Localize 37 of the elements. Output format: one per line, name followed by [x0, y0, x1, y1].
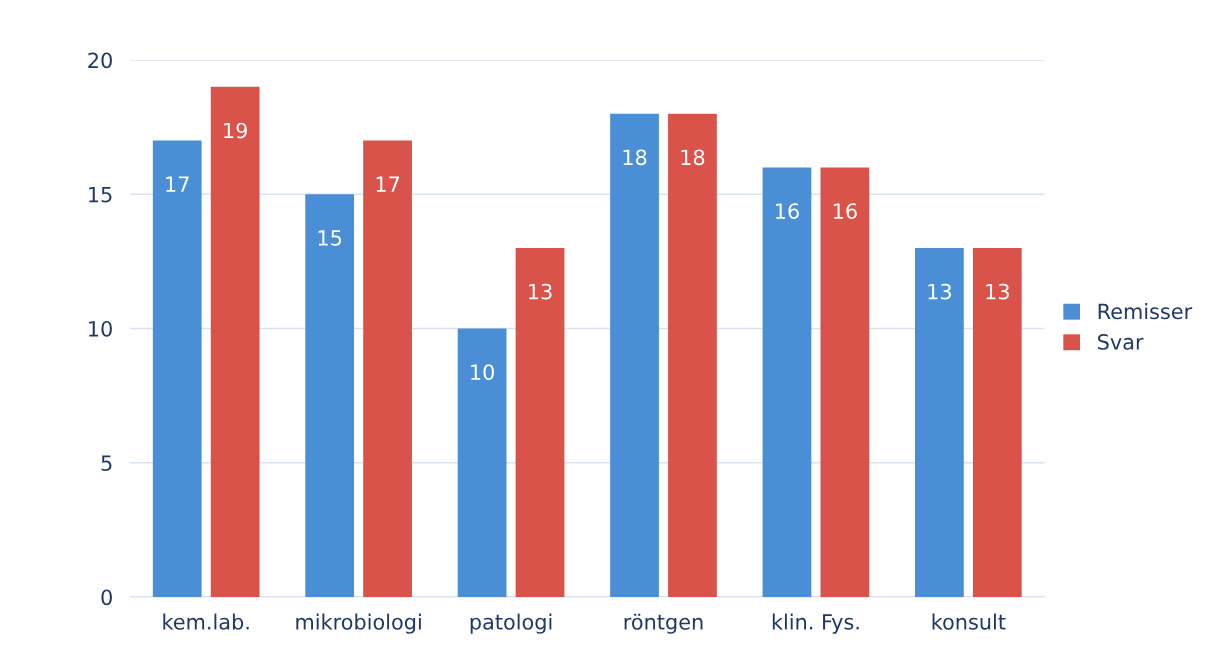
data-label: 17 — [376, 176, 400, 192]
data-label: 15 — [318, 230, 342, 246]
y-tick-label: 10 — [89, 320, 112, 337]
bar — [363, 140, 412, 597]
bar — [152, 140, 202, 597]
x-tick-label: konsult — [932, 613, 1006, 630]
bar — [915, 247, 964, 597]
bar — [305, 194, 355, 597]
y-tick-label: 0 — [101, 589, 112, 606]
y-tick-label: 20 — [88, 52, 112, 69]
bar — [762, 167, 812, 597]
x-tick-label: klin. Fys. — [772, 613, 859, 634]
y-tick-label: 5 — [101, 455, 112, 471]
data-label: 13 — [986, 283, 1009, 300]
data-label: 13 — [529, 283, 552, 300]
data-label: 17 — [166, 176, 189, 192]
x-tick-label: röntgen — [624, 613, 703, 634]
legend-label: Svar — [1098, 334, 1144, 350]
legend-label: Remisser — [1098, 303, 1193, 320]
data-label: 18 — [623, 149, 647, 166]
data-label: 16 — [775, 203, 799, 219]
data-label: 19 — [224, 122, 247, 139]
bar — [972, 247, 1022, 597]
bar — [668, 113, 717, 597]
x-tick-label: kem.lab. — [163, 613, 249, 630]
data-label: 10 — [471, 364, 494, 380]
bar — [820, 167, 870, 597]
bar — [210, 86, 260, 597]
data-label: 16 — [833, 203, 857, 219]
bar — [457, 328, 507, 597]
y-tick-label: 15 — [89, 186, 112, 203]
x-tick-label: patologi — [470, 613, 552, 634]
bar — [515, 247, 565, 597]
x-tick-label: mikrobiologi — [296, 613, 421, 634]
data-label: 18 — [681, 149, 705, 166]
data-label: 13 — [928, 283, 951, 300]
bar — [610, 113, 659, 597]
